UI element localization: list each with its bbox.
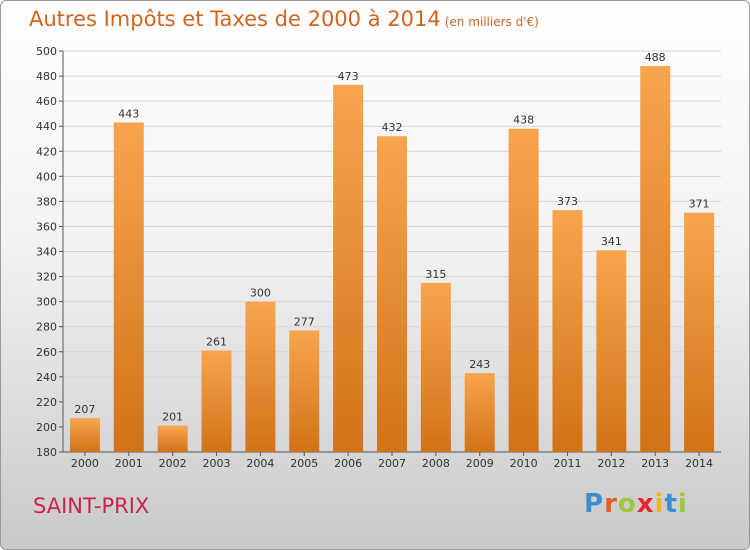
y-tick-label: 260 [36, 346, 57, 359]
data-label: 341 [601, 235, 622, 248]
logo-letter: o [617, 489, 637, 519]
x-tick-label: 2005 [290, 457, 318, 470]
x-tick-label: 2000 [71, 457, 99, 470]
y-tick-label: 420 [36, 145, 57, 158]
bar [157, 425, 188, 452]
y-tick-label: 320 [36, 271, 57, 284]
chart-title-unit: (en milliers d'€) [444, 15, 539, 29]
x-tick-label: 2008 [422, 457, 450, 470]
y-tick-label: 280 [36, 321, 57, 334]
x-tick-label: 2004 [246, 457, 274, 470]
logo-letter: P [584, 489, 605, 519]
bar [596, 250, 627, 452]
data-label: 373 [557, 195, 578, 208]
bar [552, 210, 583, 452]
x-tick-label: 2007 [378, 457, 406, 470]
y-tick-label: 440 [36, 120, 57, 133]
bar [377, 136, 407, 452]
y-tick-label: 360 [36, 220, 57, 233]
y-tick-label: 220 [36, 396, 57, 409]
data-label: 432 [382, 121, 403, 134]
data-label: 243 [469, 358, 490, 371]
data-label: 473 [338, 70, 359, 83]
data-label: 300 [250, 287, 271, 300]
bar [201, 350, 232, 452]
data-label: 315 [425, 268, 446, 281]
data-label: 277 [294, 315, 315, 328]
x-tick-label: 2002 [159, 457, 187, 470]
bar [333, 84, 364, 452]
y-tick-label: 240 [36, 371, 57, 384]
y-tick-label: 180 [36, 446, 57, 459]
x-tick-label: 2012 [597, 457, 625, 470]
x-tick-label: 2014 [685, 457, 713, 470]
x-tick-label: 2009 [466, 457, 494, 470]
bar [640, 66, 671, 452]
x-tick-label: 2001 [115, 457, 143, 470]
y-tick-label: 400 [36, 170, 57, 183]
commune-name: SAINT-PRIX [33, 494, 150, 518]
y-tick-label: 500 [36, 45, 57, 58]
logo-letter: r [604, 489, 618, 519]
data-label: 201 [162, 411, 183, 424]
x-tick-label: 2003 [203, 457, 231, 470]
data-label: 443 [118, 107, 139, 120]
y-tick-label: 380 [36, 195, 57, 208]
bar [684, 212, 715, 452]
bar [69, 418, 100, 452]
data-label: 371 [689, 198, 710, 211]
chart-title-main: Autres Impôts et Taxes de 2000 à 2014 [29, 7, 441, 31]
data-label: 207 [74, 403, 95, 416]
x-tick-label: 2013 [641, 457, 669, 470]
x-tick-label: 2010 [510, 457, 538, 470]
bar [113, 122, 144, 452]
bar [420, 282, 451, 452]
y-tick-label: 480 [36, 70, 57, 83]
logo-letter: i [677, 489, 688, 519]
y-tick-label: 300 [36, 296, 57, 309]
y-tick-label: 340 [36, 246, 57, 259]
x-tick-label: 2011 [553, 457, 581, 470]
y-tick-label: 460 [36, 95, 57, 108]
y-tick-label: 200 [36, 421, 57, 434]
logo-letter: i [654, 489, 665, 519]
proxiti-logo: Proxiti [584, 489, 688, 519]
data-label: 438 [513, 114, 534, 127]
bar [289, 330, 320, 452]
data-label: 261 [206, 335, 227, 348]
logo-letter: x [636, 489, 655, 519]
bar [464, 373, 495, 452]
bar [508, 128, 539, 452]
bar [245, 301, 276, 452]
data-label: 488 [645, 51, 666, 64]
x-tick-label: 2006 [334, 457, 362, 470]
chart-title: Autres Impôts et Taxes de 2000 à 2014 (en… [29, 7, 539, 31]
logo-letter: t [664, 489, 678, 519]
